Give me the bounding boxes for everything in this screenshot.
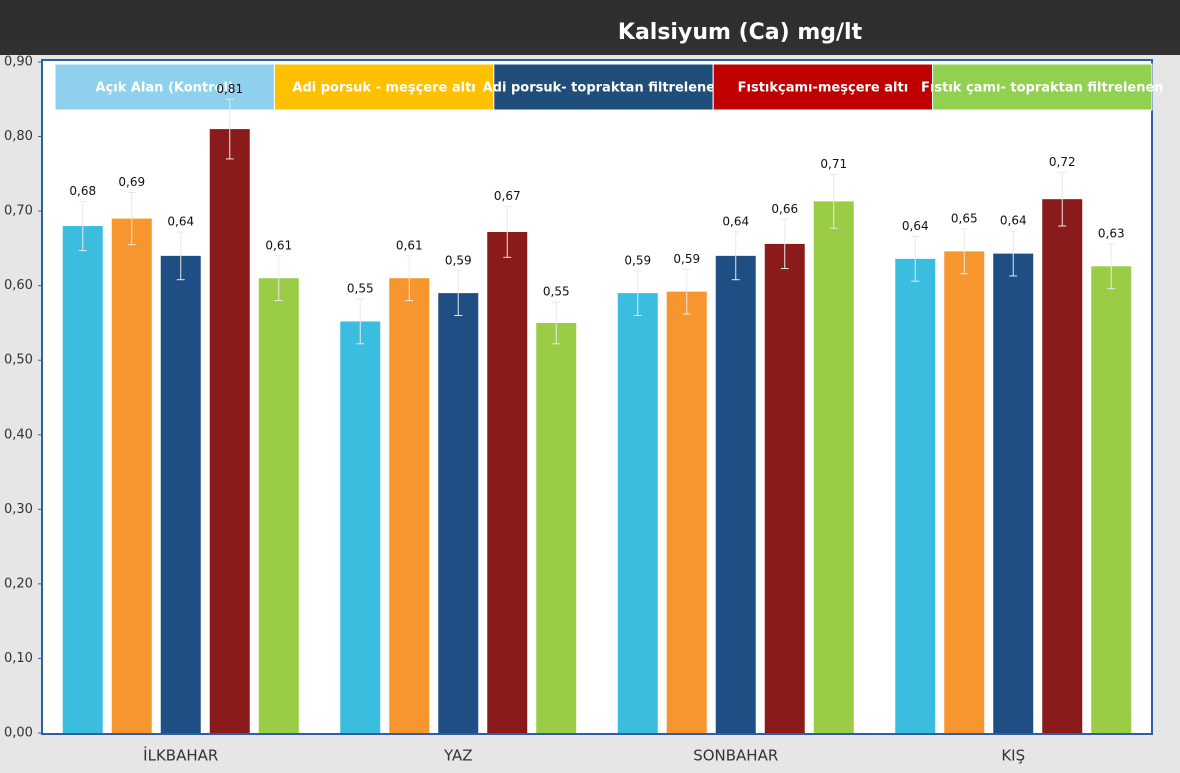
bar (1091, 266, 1132, 733)
bar (1042, 199, 1083, 733)
bar (487, 231, 528, 733)
data-label: 0,61 (396, 238, 423, 252)
y-tick-label: 0,90 (4, 55, 33, 70)
data-label: 0,68 (69, 184, 96, 198)
y-tick-label: 0,80 (4, 129, 33, 144)
plot-area (41, 59, 1153, 735)
bar (340, 321, 381, 733)
bar (993, 253, 1034, 733)
legend-label: Adi porsuk- topraktan filtrelenen (483, 81, 725, 96)
bar (438, 293, 479, 733)
data-label: 0,64 (722, 214, 749, 228)
legend-swatch (54, 63, 275, 111)
data-label: 0,55 (543, 285, 570, 299)
x-tick-label: İLKBAHAR (143, 746, 218, 765)
bar (764, 243, 805, 733)
x-tick-label: KIŞ (1001, 747, 1025, 765)
legend-swatch (493, 63, 714, 111)
x-tick-label: YAZ (443, 747, 473, 765)
data-label: 0,64 (902, 219, 929, 233)
data-label: 0,61 (265, 238, 292, 252)
bar (617, 293, 658, 733)
legend-label: Adi porsuk - meşçere altı (292, 81, 475, 96)
data-label: 0,59 (445, 253, 472, 267)
data-label: 0,59 (673, 252, 700, 266)
x-tick-label: SONBAHAR (693, 747, 778, 765)
data-label: 0,64 (1000, 214, 1027, 228)
data-label: 0,55 (347, 282, 374, 296)
legend-label: Fıstık çamı- topraktan filtrelenen (921, 81, 1164, 96)
bar (258, 278, 299, 733)
data-label: 0,66 (771, 202, 798, 216)
data-label: 0,63 (1098, 226, 1125, 240)
y-tick-label: 0,10 (4, 651, 33, 666)
bar (209, 129, 250, 734)
bar (160, 255, 201, 733)
bar (813, 201, 854, 733)
legend-label: Fıstıkçamı-meşçere altı (738, 81, 909, 96)
y-tick-label: 0,70 (4, 204, 33, 219)
bar (895, 258, 936, 733)
legend-swatch (273, 63, 495, 111)
bar (389, 278, 430, 733)
y-tick-label: 0,50 (4, 353, 33, 368)
y-tick-label: 0,00 (4, 726, 33, 741)
bar (666, 291, 707, 733)
bar (944, 251, 985, 734)
legend-swatch (712, 63, 934, 111)
y-tick-label: 0,20 (4, 576, 33, 591)
chart-title: Kalsiyum (Ca) mg/lt (618, 20, 863, 45)
y-tick-label: 0,40 (4, 427, 33, 442)
y-tick-label: 0,60 (4, 278, 33, 293)
bar (715, 255, 756, 733)
data-label: 0,81 (216, 82, 243, 96)
data-label: 0,64 (167, 214, 194, 228)
bar (62, 226, 103, 733)
data-label: 0,69 (118, 175, 145, 189)
y-tick-label: 0,30 (4, 502, 33, 517)
data-label: 0,65 (951, 212, 978, 226)
data-label: 0,59 (624, 253, 651, 267)
legend-swatch (932, 63, 1153, 111)
data-label: 0,71 (820, 157, 847, 171)
data-label: 0,72 (1049, 155, 1076, 169)
legend-label: Açık Alan (Kontrol) (95, 81, 233, 96)
data-label: 0,67 (494, 189, 521, 203)
bar (536, 322, 577, 733)
bar (111, 218, 152, 734)
